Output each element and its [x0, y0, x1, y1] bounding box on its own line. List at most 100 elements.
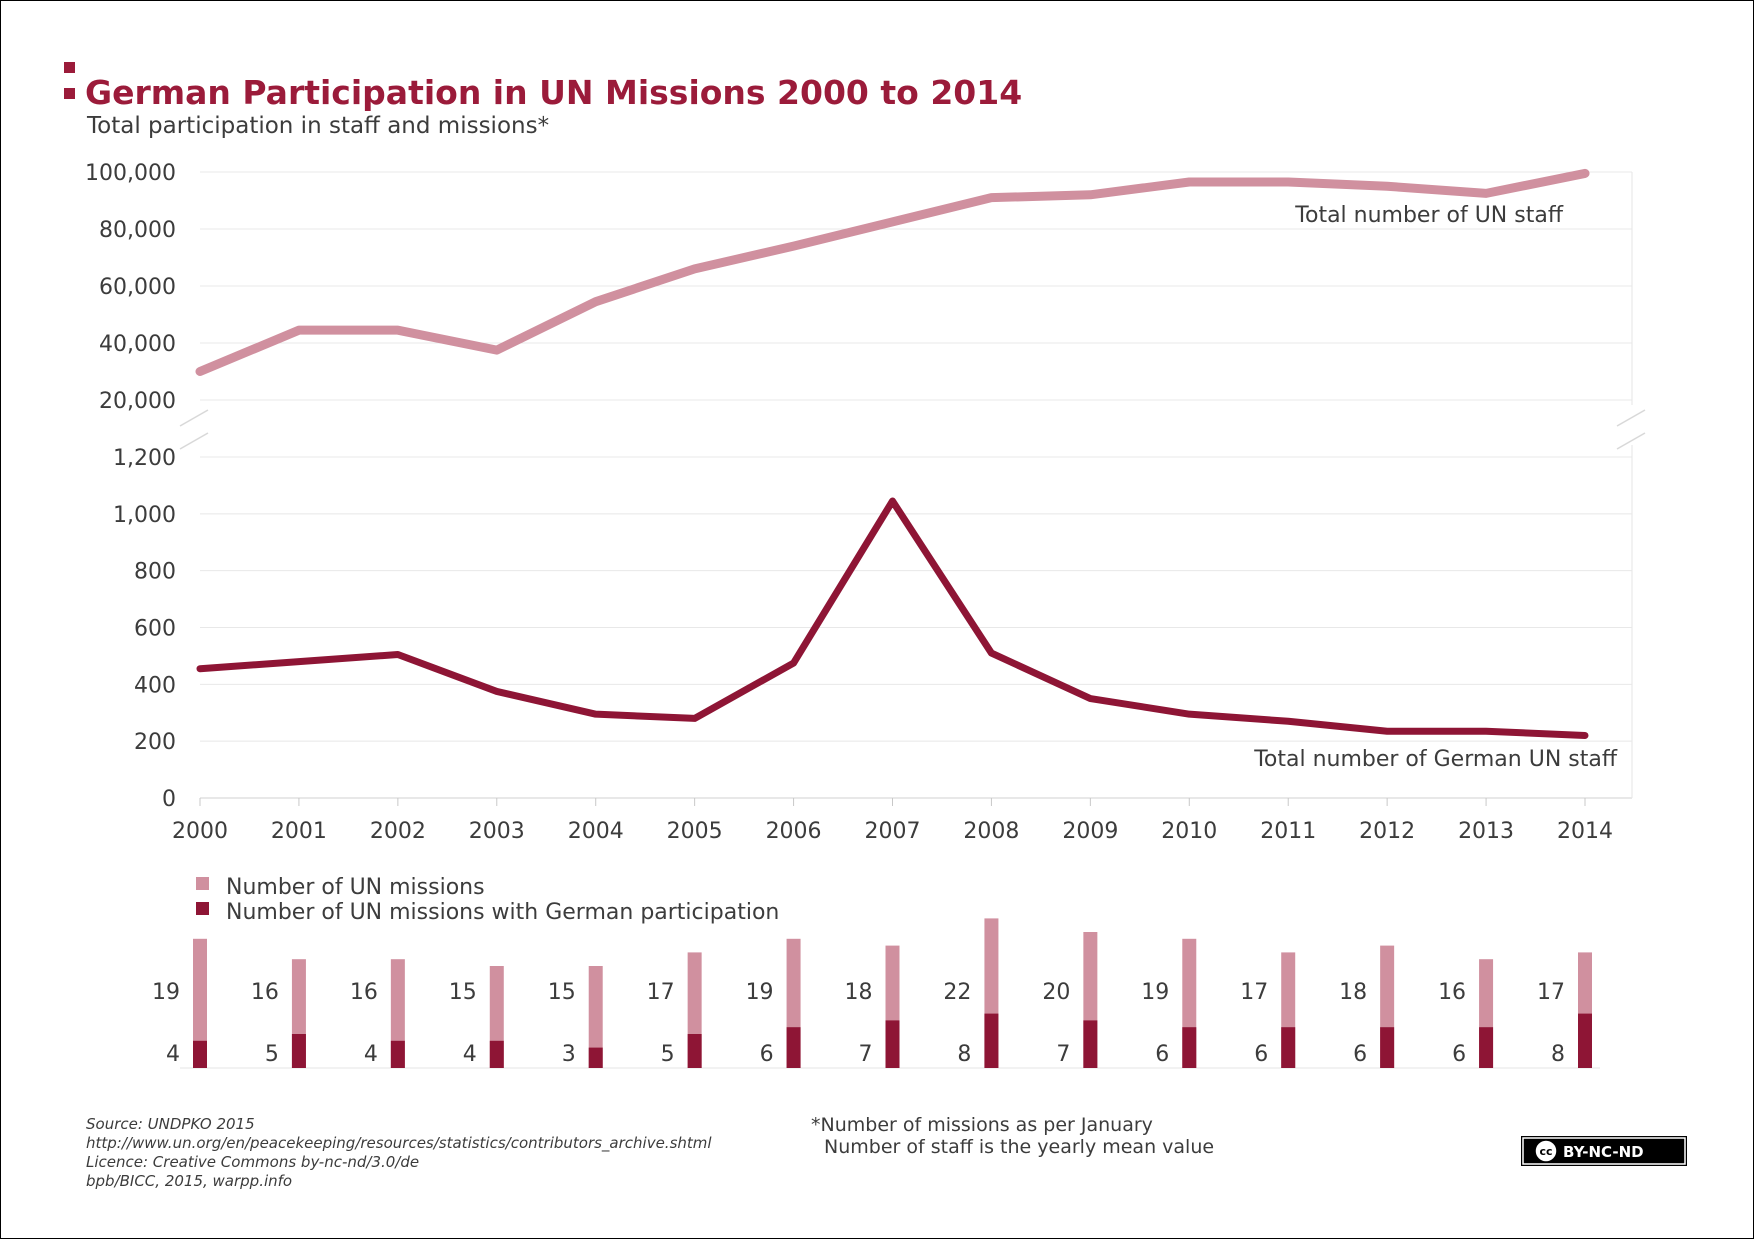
- german-missions-bar: [1281, 1027, 1296, 1068]
- german-missions-bar: [1182, 1027, 1197, 1068]
- mid-y-tick-label: 200: [134, 730, 176, 755]
- german-missions-bar: [1479, 1027, 1494, 1068]
- un-missions-value-label: 17: [1240, 980, 1268, 1005]
- legend-swatch-un-missions: [196, 877, 209, 890]
- license-badge[interactable]: cc BY-NC-ND: [1521, 1136, 1687, 1166]
- source-line-3: Licence: Creative Commons by-nc-nd/3.0/d…: [86, 1153, 419, 1171]
- mid-y-tick-label: 800: [134, 560, 176, 585]
- x-axis: 2000 2001 2002 2003 2004 2005 2006 2007 2008 2009…: [172, 798, 1613, 844]
- x-tick-label: 2012: [1359, 819, 1415, 844]
- un-staff-line: [195, 168, 1590, 376]
- un-missions-value-label: 16: [350, 980, 378, 1005]
- mid-y-tick-label: 1,000: [113, 503, 176, 528]
- german-missions-value-label: 7: [859, 1042, 873, 1067]
- source-line-2: http://www.un.org/en/peacekeeping/resour…: [86, 1134, 712, 1153]
- german-staff-series-label: Total number of German UN staff: [1253, 747, 1618, 772]
- german-missions-value-label: 6: [1452, 1042, 1466, 1067]
- axis-break-marks: [179, 409, 1646, 450]
- german-missions-bar: [786, 1027, 801, 1068]
- x-tick-label: 2013: [1458, 819, 1514, 844]
- un-missions-value-label: 20: [1042, 980, 1070, 1005]
- un-staff-series-label: Total number of UN staff: [1294, 203, 1564, 228]
- top-y-tick-label: 100,000: [85, 161, 176, 186]
- un-staff-panel: 20,000 40,000 60,000 80,000 100,000 Total num…: [85, 161, 1633, 414]
- mid-y-tick-label: 600: [134, 617, 176, 642]
- un-missions-value-label: 17: [1537, 980, 1565, 1005]
- footnote-block: *Number of missions as per January Numbe…: [811, 1114, 1214, 1158]
- mid-y-tick-label: 1,200: [113, 446, 176, 471]
- legend-swatch-german-missions: [196, 902, 209, 915]
- x-tick-label: 2006: [766, 819, 822, 844]
- german-missions-value-label: 8: [957, 1042, 971, 1067]
- un-missions-value-label: 19: [152, 980, 180, 1005]
- un-missions-value-label: 16: [251, 980, 279, 1005]
- axis-break-right-1: [1616, 409, 1646, 427]
- x-tick-label: 2010: [1161, 819, 1217, 844]
- german-missions-bar: [1380, 1027, 1395, 1068]
- axis-break-right-2: [1616, 432, 1646, 450]
- footnote-line-1: *Number of missions as per January: [811, 1114, 1153, 1136]
- x-tick-label: 2009: [1062, 819, 1118, 844]
- german-missions-value-label: 5: [265, 1042, 279, 1067]
- un-missions-value-label: 15: [449, 980, 477, 1005]
- x-tick-label: 2008: [963, 819, 1019, 844]
- top-y-tick-label: 80,000: [99, 218, 176, 243]
- un-missions-value-label: 18: [845, 980, 873, 1005]
- german-missions-bar: [687, 1034, 702, 1068]
- chart-title: German Participation in UN Missions 2000…: [85, 73, 1022, 112]
- mid-y-tick-label: 0: [162, 787, 176, 812]
- legend-label-german-missions: Number of UN missions with German partic…: [226, 900, 779, 925]
- german-missions-value-label: 4: [166, 1042, 180, 1067]
- un-missions-bar: [588, 966, 603, 1068]
- license-badge-text: BY-NC-ND: [1563, 1143, 1644, 1161]
- x-tick-label: 2000: [172, 819, 228, 844]
- german-missions-value-label: 6: [760, 1042, 774, 1067]
- cc-icon: [1534, 1139, 1558, 1163]
- bar-legend: Number of UN missions Number of UN missi…: [196, 875, 779, 925]
- top-y-tick-label: 20,000: [99, 389, 176, 414]
- source-line-1: Source: UNDPKO 2015: [86, 1115, 255, 1133]
- un-missions-value-label: 19: [746, 980, 774, 1005]
- x-tick-label: 2007: [865, 819, 921, 844]
- cc-icon-text: cc: [1539, 1145, 1552, 1158]
- german-missions-value-label: 5: [661, 1042, 675, 1067]
- un-missions-value-label: 16: [1438, 980, 1466, 1005]
- german-staff-line: [196, 497, 1589, 739]
- un-missions-bar: [193, 938, 207, 1068]
- axis-break-left-1: [179, 409, 209, 427]
- german-missions-bar: [193, 1040, 207, 1068]
- x-tick-label: 2005: [667, 819, 723, 844]
- x-tick-label: 2011: [1260, 819, 1316, 844]
- german-missions-bar: [1083, 1020, 1098, 1068]
- german-missions-value-label: 4: [463, 1042, 477, 1067]
- footnote-line-2: Number of staff is the yearly mean value: [824, 1136, 1214, 1158]
- german-missions-value-label: 6: [1353, 1042, 1367, 1067]
- german-missions-value-label: 6: [1254, 1042, 1268, 1067]
- title-marker-top: [64, 62, 75, 73]
- chart-subtitle: Total participation in staff and mission…: [86, 113, 549, 139]
- x-tick-label: 2001: [271, 819, 327, 844]
- german-missions-bar: [885, 1020, 900, 1068]
- title-marker-bottom: [64, 88, 75, 99]
- x-tick-label: 2003: [469, 819, 525, 844]
- german-staff-panel: 0 200 400 600 800 1,000 1,200 Total number of G…: [113, 445, 1633, 812]
- german-missions-value-label: 3: [562, 1042, 576, 1067]
- top-y-tick-label: 40,000: [99, 332, 176, 357]
- german-missions-bar: [588, 1047, 603, 1068]
- x-tick-label: 2014: [1557, 819, 1613, 844]
- axis-break-left-2: [179, 432, 209, 450]
- german-missions-value-label: 6: [1155, 1042, 1169, 1067]
- mid-y-tick-label: 400: [134, 673, 176, 698]
- un-missions-value-label: 17: [647, 980, 675, 1005]
- german-missions-value-label: 4: [364, 1042, 378, 1067]
- german-missions-bar: [390, 1040, 405, 1068]
- legend-label-un-missions: Number of UN missions: [226, 875, 485, 900]
- missions-bar-panel: 19 4 16 5 16 4 15 4 15 3 17 5 19 6 18 7 22 8 20 7 19 6 17 6 18 6 1…: [152, 918, 1600, 1069]
- top-y-tick-label: 60,000: [99, 275, 176, 300]
- x-tick-label: 2002: [370, 819, 426, 844]
- source-line-4: bpb/BICC, 2015, warpp.info: [86, 1172, 292, 1190]
- un-missions-value-label: 15: [548, 980, 576, 1005]
- german-missions-bar: [291, 1034, 306, 1068]
- license-badge-border: [1522, 1137, 1686, 1165]
